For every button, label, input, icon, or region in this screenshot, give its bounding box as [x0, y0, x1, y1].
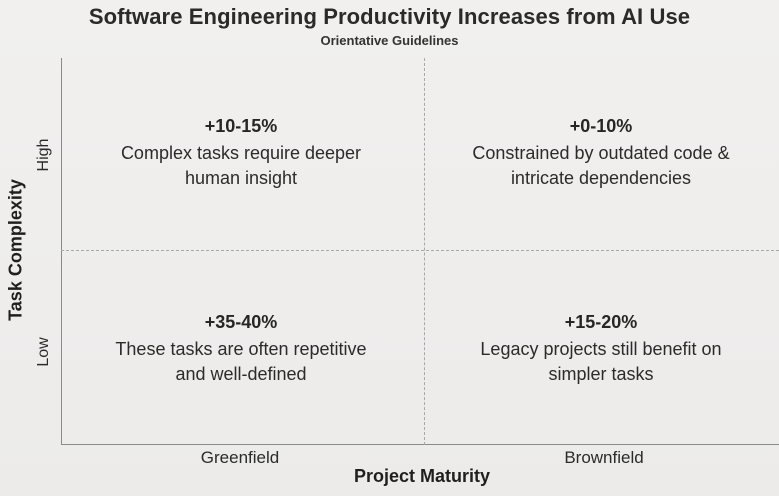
- vertical-divider: [424, 58, 425, 445]
- y-axis-label-low: Low: [35, 337, 52, 367]
- quadrant-percentage: +35-40%: [204, 312, 278, 332]
- y-axis-label-high: High: [35, 138, 52, 172]
- quadrant-description: Complex tasks require deeper human insig…: [61, 141, 421, 191]
- quadrant-description: Legacy projects still benefit on simpler…: [421, 337, 779, 387]
- quadrant-bottom-left: +35-40% These tasks are often repetitive…: [61, 312, 421, 387]
- description-line: Legacy projects still benefit on: [480, 339, 722, 359]
- y-axis-title: Task Complexity: [5, 179, 26, 321]
- y-axis-line: [61, 58, 62, 445]
- page-title: Software Engineering Productivity Increa…: [88, 4, 691, 29]
- quadrant-description: Constrained by outdated code & intricate…: [421, 141, 779, 191]
- description-line: and well-defined: [175, 364, 307, 384]
- quadrant-description: These tasks are often repetitive and wel…: [61, 337, 421, 387]
- description-line: simpler tasks: [548, 364, 654, 384]
- x-axis-line: [61, 444, 779, 445]
- description-line: These tasks are often repetitive: [115, 339, 367, 359]
- quadrant-percentage: +0-10%: [569, 116, 633, 136]
- x-axis-label-brownfield: Brownfield: [564, 448, 644, 467]
- quadrant-top-right: +0-10% Constrained by outdated code & in…: [421, 116, 779, 191]
- description-line: Complex tasks require deeper: [120, 143, 362, 163]
- horizontal-divider: [61, 250, 779, 251]
- page-subtitle: Orientative Guidelines: [320, 33, 459, 48]
- quadrant-percentage: +15-20%: [564, 312, 638, 332]
- x-axis-title: Project Maturity: [353, 466, 491, 486]
- quadrant-top-left: +10-15% Complex tasks require deeper hum…: [61, 116, 421, 191]
- x-axis-label-greenfield: Greenfield: [200, 448, 280, 467]
- description-line: Constrained by outdated code &: [472, 143, 730, 163]
- quadrant-matrix: +10-15% Complex tasks require deeper hum…: [61, 58, 779, 445]
- quadrant-bottom-right: +15-20% Legacy projects still benefit on…: [421, 312, 779, 387]
- description-line: human insight: [184, 168, 298, 188]
- quadrant-percentage: +10-15%: [204, 116, 278, 136]
- description-line: intricate dependencies: [510, 168, 692, 188]
